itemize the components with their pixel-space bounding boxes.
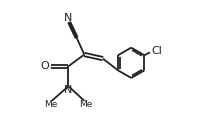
Text: O: O [40,61,49,71]
Text: Me: Me [44,100,57,109]
Text: Cl: Cl [151,46,162,56]
Text: N: N [63,13,72,23]
Text: Me: Me [79,100,92,109]
Text: N: N [64,85,73,95]
